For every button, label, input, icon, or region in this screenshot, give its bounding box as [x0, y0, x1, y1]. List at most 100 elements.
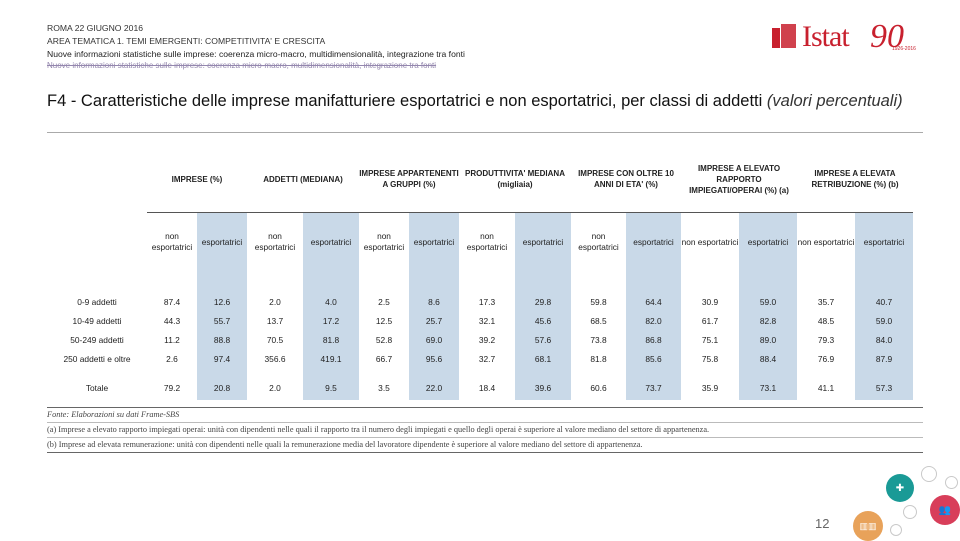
group-header: IMPRESE A ELEVATO RAPPORTO IMPIEGATI/OPE…: [681, 146, 797, 213]
cell-exporters: 419.1: [303, 350, 359, 369]
people-icon[interactable]: 👥: [930, 495, 960, 525]
cell-exporters: 87.9: [855, 350, 913, 369]
cell-exporters: 85.6: [626, 350, 681, 369]
cell-non-exporters: 2.0: [269, 382, 281, 393]
cell-non-exporters: 13.7: [266, 316, 284, 326]
cell-exporters: 40.7: [855, 293, 913, 312]
cell-non-exporters: 356.6: [264, 354, 286, 364]
nav-circle-icon: [890, 524, 902, 536]
title-rule: [47, 132, 923, 133]
cell-exporters: 86.8: [626, 331, 681, 350]
cell-non-exporters: 61.7: [701, 316, 719, 326]
sub-header-exp: esportatrici: [197, 212, 247, 271]
cell-non-exporters: 48.5: [817, 316, 835, 326]
cell-non-exporters: 87.4: [163, 297, 181, 307]
cell-non-exporters: 35.9: [701, 382, 719, 393]
slide-title: F4 - Caratteristiche delle imprese manif…: [47, 91, 909, 111]
sub-header-exp: esportatrici: [515, 212, 571, 271]
cell-exporters: 59.0: [739, 293, 797, 312]
footnote-a: (a) Imprese a elevato rapporto impiegati…: [47, 423, 923, 438]
cell-non-exporters: 66.7: [375, 354, 393, 364]
nav-circle-icon: [921, 466, 937, 482]
cell-exporters: 12.6: [197, 293, 247, 312]
total-row: Totale 79.2 20.8 2.0 9.5 3.5 22.0 18.4 39.6 60.6 7…: [47, 376, 913, 400]
cell-non-exporters: 76.9: [817, 354, 835, 364]
title-main: F4 - Caratteristiche delle imprese manif…: [47, 92, 767, 110]
cell-non-exporters: 68.5: [590, 316, 607, 326]
cell-exporters: 17.2: [303, 312, 359, 331]
cell-non-exporters: 17.3: [478, 297, 496, 307]
cell-exporters: 73.1: [739, 376, 797, 400]
footnote-source: Fonte: Elaborazioni su dati Frame-SBS: [47, 407, 923, 423]
istat-logo: Istat 90 1926-2016: [772, 18, 922, 68]
sub-header-exp: esportatrici: [739, 212, 797, 271]
cell-exporters: 29.8: [515, 293, 571, 312]
cell-non-exporters: 60.6: [590, 382, 607, 393]
header-subtitle-echo: Nuove informazioni statistiche sulle imp…: [47, 61, 437, 70]
group-header: ADDETTI (MEDIANA): [247, 146, 359, 213]
sub-header-exp: esportatrici: [409, 212, 459, 271]
cell-non-exporters: 52.8: [375, 335, 393, 345]
cell-exporters: 57.6: [515, 331, 571, 350]
cell-exporters: 57.3: [855, 376, 913, 400]
cell-exporters: 45.6: [515, 312, 571, 331]
cell-non-exporters: 75.8: [701, 354, 719, 364]
sub-header-row: non esportatrici esportatrici non esporta…: [47, 212, 913, 271]
group-header: IMPRESE A ELEVATA RETRIBUZIONE (%) (b): [797, 146, 913, 213]
group-header: PRODUTTIVITA' MEDIANA (migliaia): [459, 146, 571, 213]
group-header: IMPRESE APPARTENENTI A GRUPPI (%): [359, 146, 459, 213]
sub-header-exp: esportatrici: [303, 212, 359, 271]
sub-header-non: non esportatrici: [363, 231, 405, 252]
cell-exporters: 68.1: [515, 350, 571, 369]
cell-non-exporters: 18.4: [478, 382, 496, 393]
cell-exporters: 22.0: [409, 376, 459, 400]
cell-exporters: 39.6: [515, 376, 571, 400]
cell-non-exporters: 3.5: [378, 382, 390, 393]
cell-non-exporters: 73.8: [590, 335, 607, 345]
cell-exporters: 97.4: [197, 350, 247, 369]
cell-exporters: 64.4: [626, 293, 681, 312]
cell-non-exporters: 2.0: [269, 297, 281, 307]
row-label: 250 addetti e oltre: [63, 354, 131, 364]
table-row: 0-9 addetti 87.4 12.6 2.0 4.0 2.5 8.6 17.3 29.8 5…: [47, 293, 913, 312]
sub-header-exp: esportatrici: [626, 212, 681, 271]
cell-exporters: 89.0: [739, 331, 797, 350]
sub-header-non: non esportatrici: [578, 231, 619, 252]
row-label: 0-9 addetti: [77, 297, 117, 307]
cell-exporters: 95.6: [409, 350, 459, 369]
cell-non-exporters: 12.5: [375, 316, 393, 326]
sub-header-exp: esportatrici: [855, 212, 913, 271]
cell-non-exporters: 32.1: [478, 316, 496, 326]
table-row: 250 addetti e oltre 2.6 97.4 356.6 419.1 66.7…: [47, 350, 913, 369]
footnotes: Fonte: Elaborazioni su dati Frame-SBS (a…: [47, 407, 923, 453]
cell-exporters: 88.4: [739, 350, 797, 369]
table-row: 10-49 addetti 44.3 55.7 13.7 17.2 12.5 25.7 32.…: [47, 312, 913, 331]
group-header: IMPRESE CON OLTRE 10 ANNI DI ETA' (%): [571, 146, 681, 213]
row-label: 10-49 addetti: [72, 316, 122, 326]
cell-non-exporters: 79.2: [163, 382, 181, 393]
cell-exporters: 69.0: [409, 331, 459, 350]
sub-header-non: non esportatrici: [681, 236, 739, 247]
cell-exporters: 84.0: [855, 331, 913, 350]
group-header: IMPRESE (%): [147, 146, 247, 213]
header-date: ROMA 22 GIUGNO 2016: [47, 23, 143, 33]
sub-header-non: non esportatrici: [466, 231, 508, 252]
cell-exporters: 9.5: [303, 376, 359, 400]
cell-exporters: 82.0: [626, 312, 681, 331]
cell-non-exporters: 11.2: [164, 335, 180, 345]
slide-header: ROMA 22 GIUGNO 2016 AREA TEMATICA 1. TEM…: [47, 22, 687, 70]
cell-non-exporters: 32.7: [478, 354, 496, 364]
globe-icon[interactable]: ✚: [886, 474, 914, 502]
cell-non-exporters: 41.1: [817, 382, 835, 393]
title-italic: (valori percentuali): [766, 92, 903, 110]
cell-exporters: 82.8: [739, 312, 797, 331]
cell-non-exporters: 70.5: [266, 335, 284, 345]
sub-header-non: non esportatrici: [254, 231, 296, 252]
building-icon[interactable]: ▥▥: [853, 511, 883, 541]
cell-exporters: 59.0: [855, 312, 913, 331]
logo-ninety: 90: [870, 18, 904, 55]
istat-mark-icon: [772, 24, 796, 48]
nav-circle-icon: [903, 505, 917, 519]
cell-exporters: 73.7: [626, 376, 681, 400]
data-table: IMPRESE (%) ADDETTI (MEDIANA) IMPRESE AP…: [47, 146, 913, 400]
